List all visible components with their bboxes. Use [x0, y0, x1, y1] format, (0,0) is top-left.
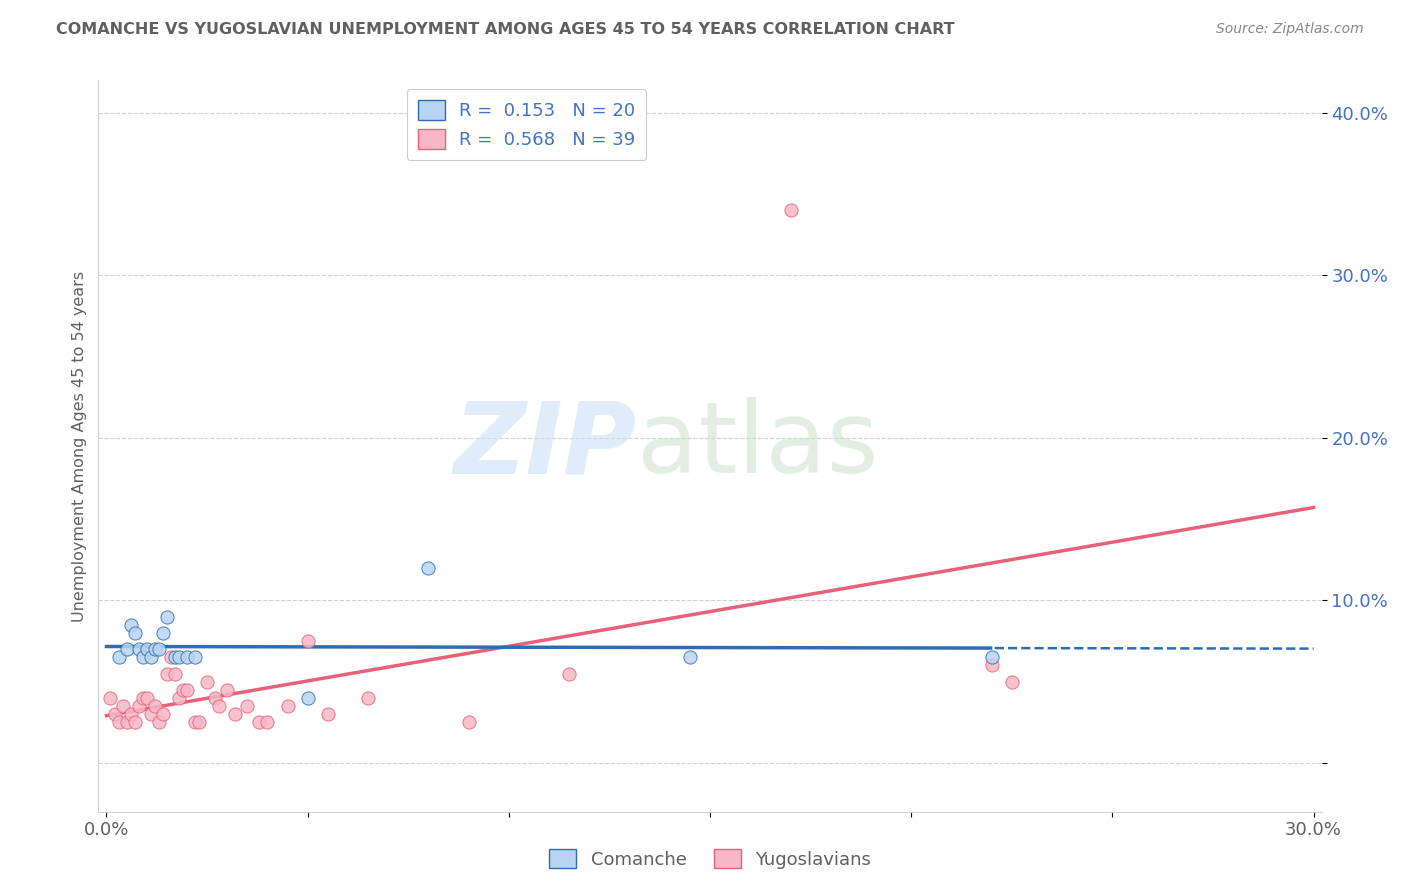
Point: [124, 626, 146, 640]
Point: [208, 699, 231, 714]
Point: [139, 650, 162, 665]
Point: [204, 690, 226, 705]
Point: [160, 650, 183, 665]
Point: [236, 699, 259, 714]
Point: [457, 715, 479, 730]
Point: [316, 707, 339, 722]
Legend: Comanche, Yugoslavians: Comanche, Yugoslavians: [541, 841, 879, 876]
Text: COMANCHE VS YUGOSLAVIAN UNEMPLOYMENT AMONG AGES 45 TO 54 YEARS CORRELATION CHART: COMANCHE VS YUGOSLAVIAN UNEMPLOYMENT AMO…: [56, 22, 955, 37]
Point: [172, 682, 194, 697]
Point: [156, 609, 179, 624]
Point: [256, 715, 278, 730]
Text: atlas: atlas: [637, 398, 879, 494]
Point: [111, 699, 134, 714]
Point: [163, 666, 186, 681]
Point: [297, 634, 319, 648]
Y-axis label: Unemployment Among Ages 45 to 54 years: Unemployment Among Ages 45 to 54 years: [72, 270, 87, 622]
Point: [980, 658, 1002, 673]
Point: [679, 650, 702, 665]
Point: [779, 203, 801, 218]
Point: [184, 715, 207, 730]
Point: [148, 642, 170, 657]
Point: [139, 707, 162, 722]
Point: [163, 650, 186, 665]
Point: [217, 682, 239, 697]
Point: [115, 642, 138, 657]
Point: [131, 690, 153, 705]
Point: [124, 715, 146, 730]
Point: [167, 690, 190, 705]
Point: [135, 642, 157, 657]
Point: [128, 642, 150, 657]
Point: [297, 690, 319, 705]
Point: [143, 699, 166, 714]
Point: [558, 666, 581, 681]
Point: [120, 707, 142, 722]
Point: [277, 699, 299, 714]
Point: [131, 650, 153, 665]
Point: [184, 650, 207, 665]
Point: [1001, 674, 1024, 689]
Point: [103, 707, 125, 722]
Point: [148, 715, 170, 730]
Point: [152, 707, 174, 722]
Point: [176, 682, 198, 697]
Point: [247, 715, 270, 730]
Point: [156, 666, 179, 681]
Text: Source: ZipAtlas.com: Source: ZipAtlas.com: [1216, 22, 1364, 37]
Text: ZIP: ZIP: [454, 398, 637, 494]
Point: [195, 674, 218, 689]
Point: [357, 690, 380, 705]
Point: [176, 650, 198, 665]
Point: [135, 690, 157, 705]
Point: [152, 626, 174, 640]
Point: [107, 715, 129, 730]
Point: [980, 650, 1002, 665]
Point: [115, 715, 138, 730]
Point: [120, 617, 142, 632]
Point: [188, 715, 211, 730]
Point: [224, 707, 246, 722]
Point: [100, 690, 122, 705]
Point: [167, 650, 190, 665]
Point: [128, 699, 150, 714]
Point: [143, 642, 166, 657]
Point: [418, 561, 440, 575]
Point: [107, 650, 129, 665]
